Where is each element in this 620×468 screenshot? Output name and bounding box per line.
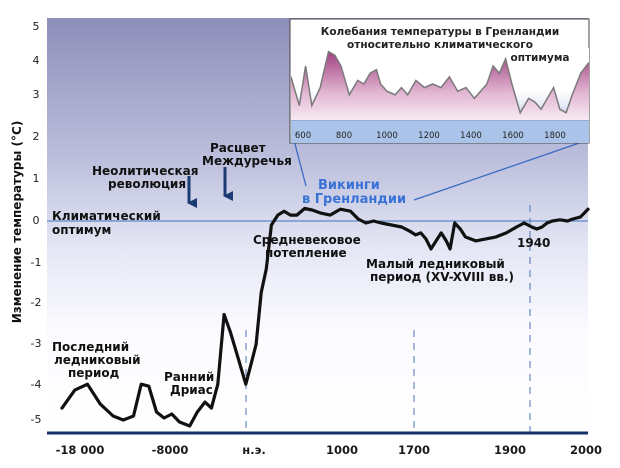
annotation-vikings-2: в Гренландии [302, 192, 406, 207]
annotations: Климатический оптимум Неолитическая рево… [52, 141, 550, 397]
y-tick-0: 0 [33, 214, 40, 227]
inset-tick-1000: 1000 [376, 131, 398, 141]
y-tick-3: 3 [33, 88, 40, 101]
x-tick-minus8000: -8000 [152, 443, 189, 457]
annotation-medieval-1: Средневековое [253, 233, 361, 247]
annotation-last-glacial-2: ледниковый [54, 353, 141, 367]
inset-tick-600: 600 [295, 131, 311, 141]
inset-axis-band [291, 121, 589, 143]
x-tick-minus18000: -18 000 [56, 443, 105, 457]
x-tick-1900: 1900 [494, 443, 526, 457]
annotation-climatic-optimum-2: оптимум [52, 223, 111, 237]
annotation-little-ice-age-1: Малый ледниковый [366, 257, 505, 271]
y-axis: 5 4 3 2 1 0 -1 -2 -3 -4 -5 [31, 20, 42, 426]
annotation-neolithic-2: революция [108, 177, 186, 191]
x-tick-1000: 1000 [326, 443, 358, 457]
temperature-line [60, 206, 590, 428]
inset-tick-1600: 1600 [502, 131, 524, 141]
inset-tick-800: 800 [336, 131, 352, 141]
annotation-neolithic-1: Неолитическая [92, 164, 198, 178]
inset-line [291, 50, 589, 115]
annotation-mesopotamia-2: Междуречья [202, 154, 292, 168]
annotation-last-glacial-1: Последний [52, 340, 129, 354]
annotation-dryas-2: Дриас [170, 383, 213, 397]
inset-title-line1: Колебания температуры в Гренландии [321, 26, 560, 38]
annotation-1940: 1940 [517, 236, 550, 250]
x-axis: -18 000 -8000 н.э. 1000 1700 1900 2000 [56, 443, 602, 457]
annotation-last-glacial-3: период [68, 366, 120, 380]
y-tick-2: 2 [33, 130, 40, 143]
y-tick-1: 1 [33, 172, 40, 185]
inset-tick-1800: 1800 [544, 131, 566, 141]
annotation-dryas-1: Ранний [164, 370, 214, 384]
inset-title-line2: относительно климатического [347, 39, 533, 51]
inset-title: Колебания температуры в Гренландии относ… [321, 26, 570, 64]
inset-title-line3: оптимума [510, 52, 569, 64]
vikings-connector-line [413, 139, 589, 201]
annotation-mesopotamia-1: Расцвет [210, 141, 266, 155]
x-tick-ne: н.э. [242, 443, 266, 457]
y-tick-5: 5 [33, 20, 40, 33]
y-tick-minus4: -4 [31, 378, 42, 391]
y-tick-minus2: -2 [31, 296, 42, 309]
inset-tick-1400: 1400 [460, 131, 482, 141]
y-axis-label: Изменение температуры (°С) [10, 121, 24, 324]
annotation-climatic-optimum-1: Климатический [52, 209, 161, 223]
y-tick-minus1: -1 [31, 256, 42, 269]
annotation-medieval-2: потепление [265, 246, 347, 260]
x-tick-1700: 1700 [398, 443, 430, 457]
inset-x-axis: 600 800 1000 1200 1400 1600 1800 [295, 131, 566, 141]
annotation-vikings-1: Викинги [318, 178, 380, 193]
y-tick-4: 4 [33, 54, 40, 67]
inset-area [291, 51, 589, 120]
inset-chart: Колебания температуры в Гренландии относ… [289, 18, 590, 144]
y-tick-minus5: -5 [31, 413, 42, 426]
annotation-little-ice-age-2: период (XV-XVIII вв.) [370, 270, 514, 284]
inset-tick-1200: 1200 [418, 131, 440, 141]
x-tick-2000: 2000 [570, 443, 602, 457]
y-tick-minus3: -3 [31, 337, 42, 350]
vertical-guides [245, 205, 531, 432]
